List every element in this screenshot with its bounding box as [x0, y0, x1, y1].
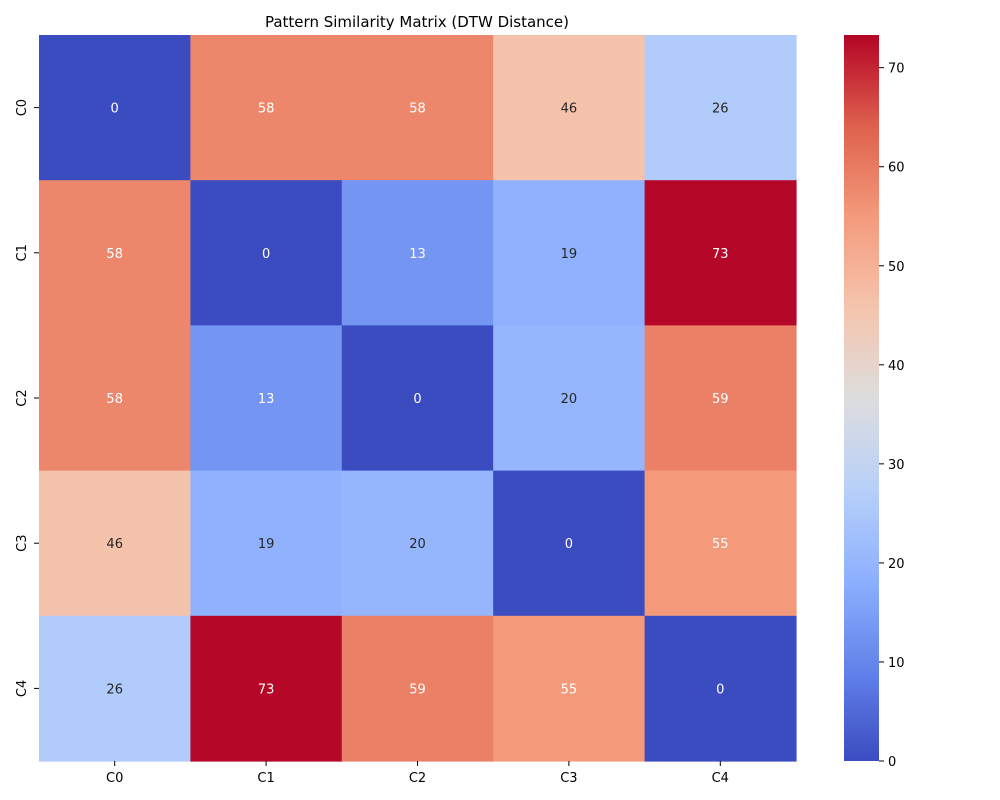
cell-value-label: 0 — [716, 682, 724, 697]
heatmap-cell — [644, 470, 797, 617]
y-tick-label: C2 — [15, 389, 30, 406]
cell-value-label: 26 — [712, 102, 729, 117]
cell-value-label: 13 — [409, 247, 426, 262]
y-tick-label: C0 — [15, 99, 30, 116]
colorbar-tick-label: 40 — [888, 359, 905, 374]
y-tick-label: C1 — [15, 244, 30, 261]
colorbar-tick-label: 20 — [888, 557, 905, 572]
heatmap-cell — [341, 470, 494, 617]
cell-value-label: 13 — [258, 392, 275, 407]
heatmap-cell — [644, 325, 797, 472]
cell-value-label: 59 — [409, 682, 426, 697]
heatmap-cell — [644, 35, 797, 181]
colorbar: 0 10 20 30 40 50 60 70 — [844, 35, 905, 770]
cell-value-label: 0 — [565, 537, 573, 552]
cell-value-label: 58 — [409, 102, 426, 117]
heatmap-cell — [341, 180, 494, 326]
x-tick-label: C0 — [106, 771, 123, 786]
heatmap-cell — [39, 470, 191, 617]
cell-value-label: 20 — [561, 392, 578, 407]
cell-value-label: 58 — [258, 102, 275, 117]
x-tick-label: C1 — [257, 771, 274, 786]
cell-value-label: 26 — [106, 682, 123, 697]
heatmap-cell — [493, 470, 646, 617]
cell-value-label: 59 — [712, 392, 729, 407]
y-tick-label: C3 — [15, 535, 30, 552]
colorbar-tick-label: 70 — [888, 62, 905, 77]
cell-value-label: 55 — [561, 682, 578, 697]
cell-value-label: 58 — [106, 392, 123, 407]
cell-value-label: 73 — [258, 682, 275, 697]
heatmap-cell — [493, 325, 646, 472]
x-tick-label: C4 — [712, 771, 729, 786]
colorbar-tick-label: 50 — [888, 260, 905, 275]
heatmap-cell — [341, 325, 494, 472]
cell-value-label: 58 — [106, 247, 123, 262]
heatmap-cell — [190, 35, 343, 181]
cell-value-label: 46 — [106, 537, 123, 552]
cell-value-label: 46 — [561, 102, 578, 117]
heatmap-cells: 0 58 58 46 26 58 0 13 19 73 58 13 0 20 59 46 19 20 0 55 26 73… — [39, 35, 797, 762]
y-axis: C0 C1 C2 C3 C4 — [15, 99, 39, 697]
x-tick-label: C2 — [409, 771, 426, 786]
x-tick-label: C3 — [560, 771, 577, 786]
heatmap-cell — [644, 615, 797, 762]
cell-value-label: 19 — [258, 537, 275, 552]
cell-value-label: 19 — [561, 247, 578, 262]
heatmap-cell — [341, 615, 494, 762]
heatmap-cell — [493, 180, 646, 326]
colorbar-tick-label: 30 — [888, 458, 905, 473]
cell-value-label: 20 — [409, 537, 426, 552]
colorbar-gradient — [844, 35, 879, 761]
heatmap-cell — [190, 615, 343, 762]
cell-value-label: 0 — [262, 247, 270, 262]
heatmap-cell — [39, 180, 191, 326]
cell-value-label: 0 — [111, 102, 119, 117]
heatmap-cell — [493, 35, 646, 181]
colorbar-tick-label: 60 — [888, 161, 905, 176]
cell-value-label: 73 — [712, 247, 729, 262]
heatmap-cell — [39, 35, 191, 181]
heatmap-cell — [644, 180, 797, 326]
cell-value-label: 55 — [712, 537, 729, 552]
colorbar-tick-label: 0 — [888, 755, 896, 770]
cell-value-label: 0 — [413, 392, 421, 407]
colorbar-tick-label: 10 — [888, 656, 905, 671]
y-tick-label: C4 — [15, 680, 30, 697]
x-axis: C0 C1 C2 C3 C4 — [106, 761, 729, 786]
chart-title: Pattern Similarity Matrix (DTW Distance) — [265, 13, 569, 31]
heatmap-cell — [190, 470, 343, 617]
heatmap-cell — [39, 325, 191, 472]
heatmap-cell — [190, 180, 343, 326]
heatmap-cell — [493, 615, 646, 762]
heatmap-cell — [341, 35, 494, 181]
heatmap-cell — [190, 325, 343, 472]
heatmap-cell — [39, 615, 191, 762]
